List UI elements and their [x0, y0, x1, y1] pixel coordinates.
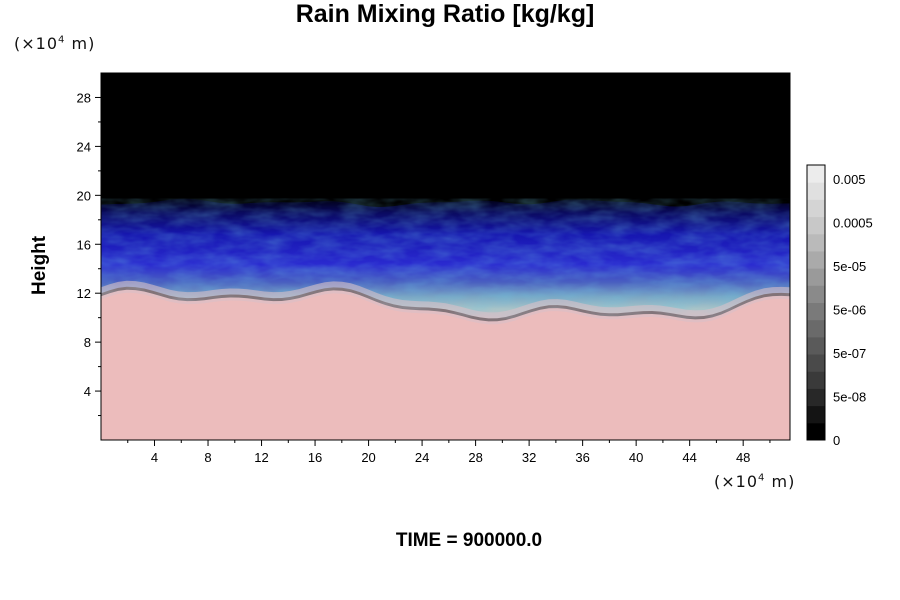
colorbar-label: 5e-06 [833, 303, 866, 318]
y-tick-label: 28 [77, 90, 91, 105]
x-tick-label: 40 [629, 450, 643, 465]
time-label: TIME = 900000.0 [395, 530, 543, 551]
plot-frame [100, 72, 791, 441]
x-tick-label: 8 [204, 450, 211, 465]
colorbar-swatch [807, 165, 825, 183]
colorbar-swatch [807, 319, 825, 338]
x-tick-label: 24 [415, 450, 429, 465]
colorbar-frame [806, 164, 826, 441]
colorbar-label: 5e-08 [833, 390, 866, 405]
y-tick-label: 16 [77, 237, 91, 252]
colorbar-swatch [807, 250, 825, 269]
colorbar-label: 5e-07 [833, 346, 866, 361]
colorbar-swatch [807, 302, 825, 321]
y-tick-label: 4 [84, 384, 91, 399]
colorbar-swatch [807, 268, 825, 286]
x-tick-label: 36 [575, 450, 589, 465]
colorbar-swatch [807, 285, 825, 303]
colorbar-label: 0.005 [833, 172, 866, 187]
x-tick-label: 20 [361, 450, 375, 465]
colorbar-swatch [807, 354, 825, 372]
cloud-texture [101, 198, 790, 319]
x-tick-label: 32 [522, 450, 536, 465]
x-tick-label: 28 [468, 450, 482, 465]
colorbar-swatch [807, 371, 825, 389]
colorbar-swatch [807, 405, 825, 424]
y-axis-unit: (×104 m) [14, 34, 96, 53]
x-tick-label: 44 [682, 450, 696, 465]
y-tick-label: 12 [77, 286, 91, 301]
colorbar-swatch [807, 336, 825, 355]
colorbar-label: 0.0005 [833, 216, 873, 231]
colorbar-label: 0 [833, 433, 840, 448]
chart-title: Rain Mixing Ratio [kg/kg] [295, 0, 595, 28]
lower-region [101, 289, 790, 440]
colorbar: 0.005 0.0005 5e-05 5e-06 5e-07 5e-08 0 [806, 164, 873, 448]
x-tick-label: 16 [308, 450, 322, 465]
transition-zone [101, 280, 790, 325]
colorbar-swatch [807, 216, 825, 235]
x-tick-label: 12 [254, 450, 268, 465]
colorbar-swatch [807, 182, 825, 200]
y-tick-label: 20 [77, 188, 91, 203]
colorbar-label: 5e-05 [833, 259, 866, 274]
y-tick-label: 8 [84, 335, 91, 350]
colorbar-swatch [807, 199, 825, 218]
heatmap-field [101, 73, 790, 440]
colorbar-swatch [807, 233, 825, 252]
y-tick-label: 24 [77, 139, 91, 154]
x-tick-label: 48 [736, 450, 750, 465]
x-tick-label: 4 [151, 450, 158, 465]
colorbar-swatch [807, 422, 825, 441]
x-axis-unit: (×104 m) [714, 472, 796, 491]
colorbar-swatch [807, 388, 825, 407]
